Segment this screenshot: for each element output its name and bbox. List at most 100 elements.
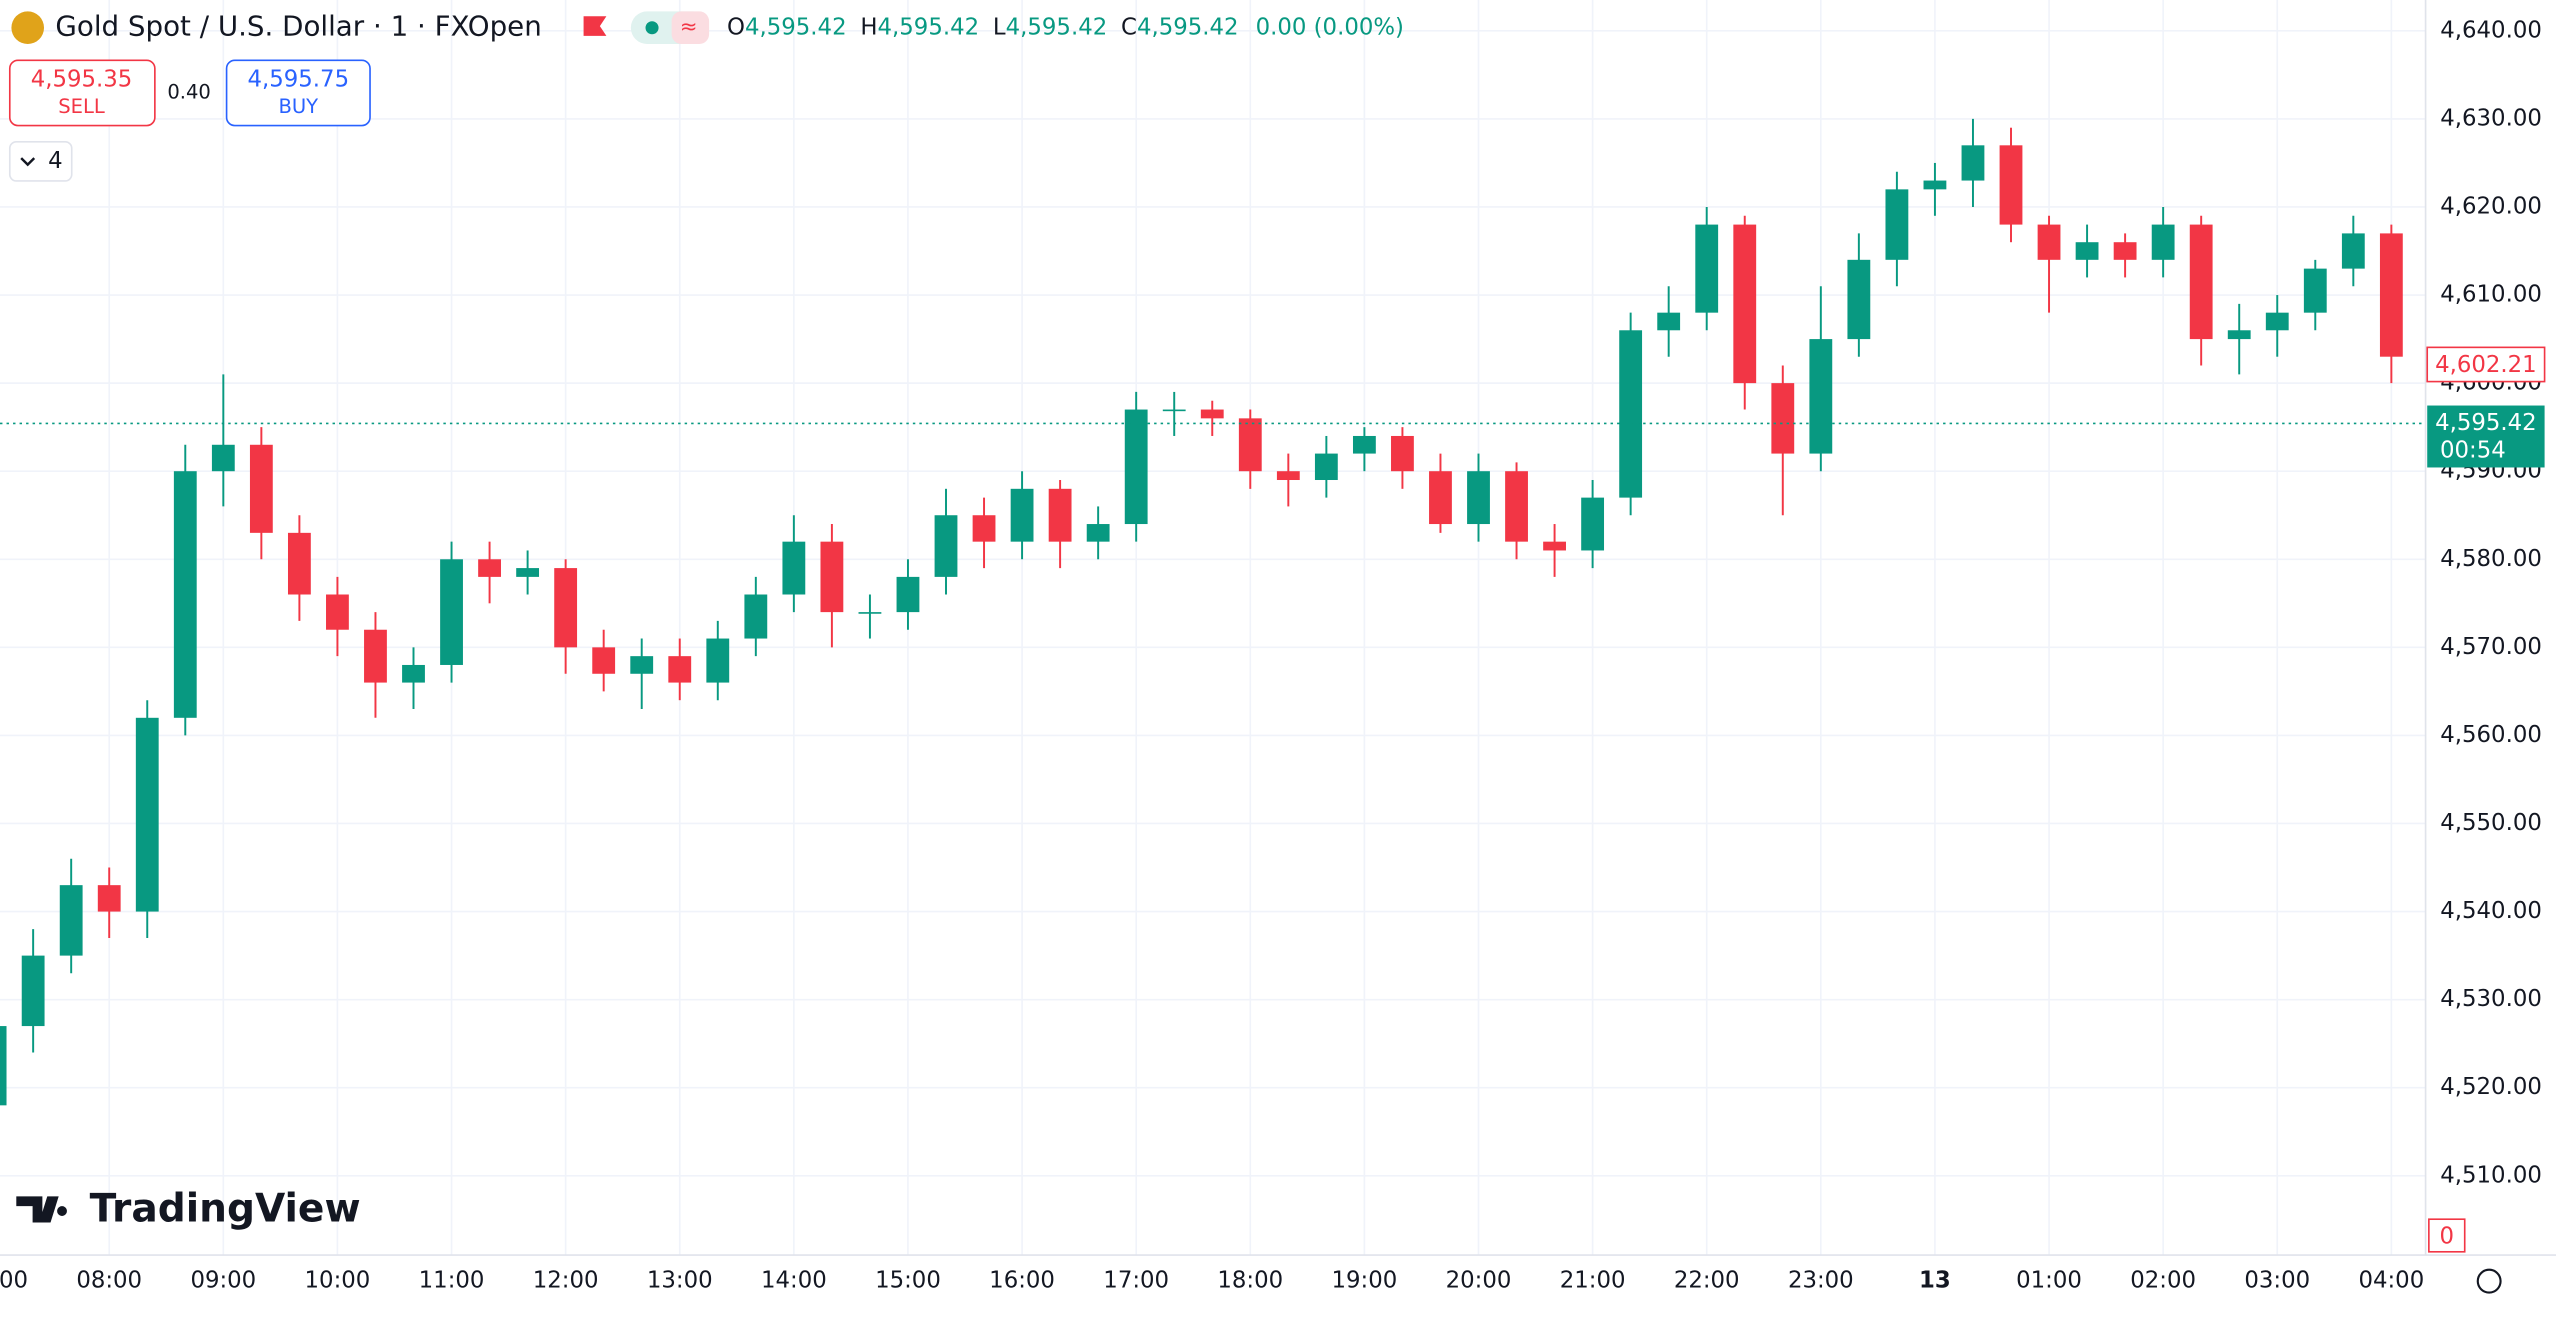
candle-body [1429, 471, 1452, 525]
candle-body [592, 647, 616, 674]
candle-body [326, 594, 349, 630]
last-price-box [2427, 405, 2545, 468]
candle-body [972, 515, 996, 542]
ohlc-value: 4,595.42 [1006, 14, 1108, 40]
candle-body [1619, 330, 1643, 498]
candle-body [478, 559, 501, 577]
candle-body [97, 885, 121, 912]
sell-label: SELL [58, 95, 105, 118]
candle-body [858, 612, 882, 614]
indicators-toggle[interactable] [8, 140, 73, 182]
plot [0, 118, 2426, 1106]
candle-body [554, 568, 578, 648]
change: 0.00 (0.00%) [1256, 14, 1404, 40]
candle-body [934, 515, 958, 577]
settings-icon[interactable] [2476, 1268, 2502, 1294]
x-tick-label: 04:00 [2358, 1268, 2424, 1294]
candle-body [2265, 312, 2289, 331]
candle-body [440, 559, 463, 665]
candle-body [1885, 189, 1909, 260]
candle-body [1162, 409, 1186, 412]
candle-body [173, 471, 197, 718]
flag-icon[interactable] [583, 16, 607, 36]
wave-icon: ≈ [680, 14, 698, 39]
spread: 0.40 [167, 80, 211, 103]
candle-body [21, 955, 45, 1027]
ohlc-key: C [1121, 14, 1137, 40]
candle-body [1238, 418, 1262, 472]
candle-body [1505, 471, 1528, 542]
candle-body [706, 638, 730, 683]
x-tick-label: 11:00 [419, 1268, 485, 1294]
high-marker-box [2426, 346, 2546, 383]
candle-body [1847, 259, 1871, 340]
y-tick-label: 4,570.00 [2440, 634, 2542, 660]
candle-body [744, 594, 768, 639]
sell-button[interactable] [8, 59, 156, 127]
axes: 4,510.00 4,520.00 4,530.00 4,540.00 4,550.00… [0, 17, 2546, 1294]
candle-body [668, 656, 692, 683]
candle-body [2341, 233, 2365, 269]
y-tick-label: 4,510.00 [2440, 1162, 2542, 1188]
candle-body [1086, 524, 1110, 542]
buy-label: BUY [278, 95, 318, 118]
x-tick-label: 13:00 [647, 1268, 713, 1294]
candle-body [1467, 471, 1490, 525]
y-tick-label: 4,530.00 [2440, 986, 2542, 1012]
x-tick-label: 08:00 [76, 1268, 142, 1294]
watermark-logo [16, 1196, 67, 1223]
candle-body [1352, 435, 1376, 454]
volume-label: 0 [2440, 1224, 2455, 1250]
candle-body [896, 576, 920, 613]
candle-body [1314, 453, 1338, 481]
buy-price: 4,595.75 [248, 66, 350, 92]
chevron [20, 157, 36, 167]
countdown: 00:54 [2440, 438, 2506, 464]
candle-body [1391, 435, 1414, 472]
x-tick-label: 02:00 [2130, 1268, 2196, 1294]
candle-body [135, 717, 159, 912]
x-tick-label: 12:00 [533, 1268, 599, 1294]
candle-body [1771, 383, 1795, 454]
candle-body [820, 541, 844, 613]
candle-body [1809, 339, 1833, 454]
x-tick-label: 20:00 [1446, 1268, 1512, 1294]
candle-body [1048, 488, 1072, 542]
candle-body [249, 444, 273, 533]
candle-body [59, 885, 83, 956]
candle-body [1733, 224, 1757, 384]
x-tick-label: 07:00 [0, 1268, 28, 1294]
candle-body [1695, 224, 1719, 313]
y-tick-label: 4,550.00 [2440, 810, 2542, 836]
candle-body [402, 664, 425, 683]
candle-body [2113, 242, 2137, 260]
y-tick-label: 4,610.00 [2440, 282, 2542, 308]
x-tick-label: 14:00 [761, 1268, 827, 1294]
x-tick-label: 01:00 [2016, 1268, 2082, 1294]
y-tick-label: 4,560.00 [2440, 722, 2542, 748]
candle-body [2379, 233, 2403, 357]
candle-body [1543, 541, 1566, 551]
y-tick-label: 4,580.00 [2440, 546, 2542, 572]
symbol-title[interactable]: Gold Spot / U.S. Dollar · 1 · FXOpen [55, 10, 541, 43]
candle-body [630, 656, 654, 674]
y-tick-label: 4,630.00 [2440, 105, 2542, 131]
candle-body [1581, 497, 1605, 551]
last-price-label: 4,595.42 [2435, 410, 2537, 436]
x-tick-label: 13 [1919, 1268, 1951, 1294]
x-tick-label: 19:00 [1332, 1268, 1398, 1294]
candle-body [1200, 409, 1224, 419]
x-tick-label: 09:00 [190, 1268, 256, 1294]
candle-body [2151, 224, 2175, 260]
sell-price: 4,595.35 [31, 66, 133, 92]
buy-button[interactable] [225, 59, 371, 127]
candle-body [1923, 180, 1947, 190]
candle-body [2227, 330, 2251, 340]
x-tick-label: 17:00 [1103, 1268, 1169, 1294]
candle-body [1124, 409, 1148, 525]
candle-body [1961, 145, 1985, 181]
ohlc-key: L [993, 14, 1006, 40]
status-dot [645, 21, 659, 35]
x-tick-label: 21:00 [1560, 1268, 1626, 1294]
